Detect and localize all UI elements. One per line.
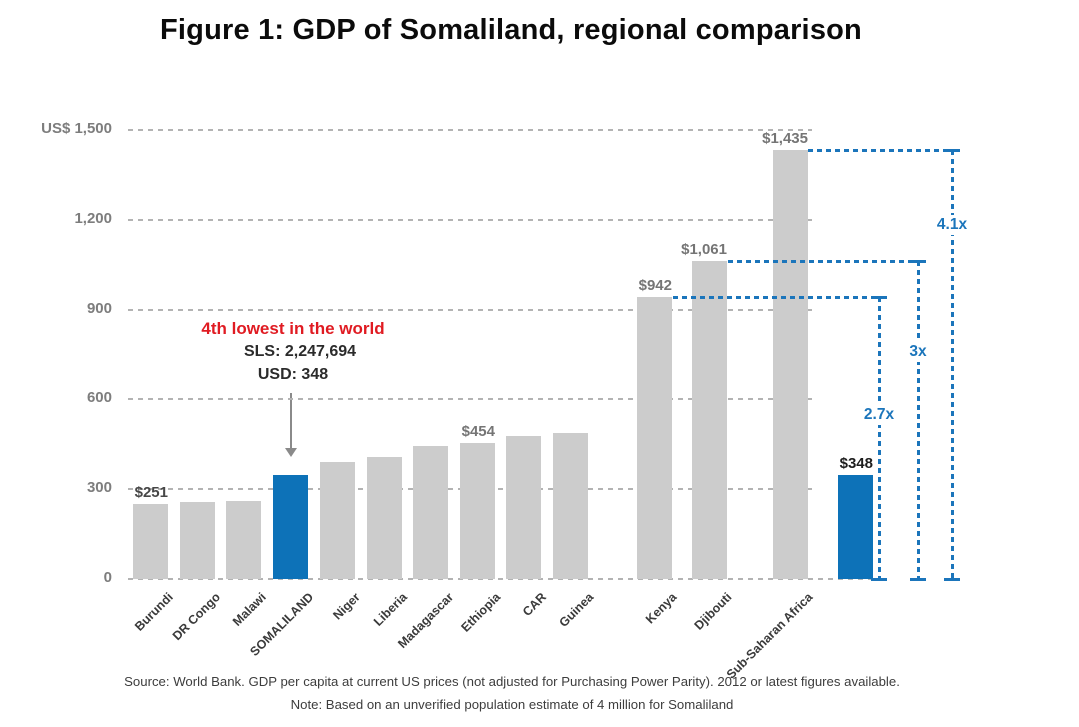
bar-car	[506, 435, 541, 579]
source-text: Source: World Bank. GDP per capita at cu…	[124, 674, 900, 689]
comparison-line-2-7x	[673, 296, 887, 300]
value-label--348: $348	[839, 454, 873, 472]
annotation-local-currency-value: SLS: 2,247,694	[243, 343, 357, 360]
annotation-usd-value: USD: 348	[257, 366, 329, 383]
bar-somaliland	[273, 474, 308, 579]
figure-title: Figure 1: GDP of Somaliland, regional co…	[160, 14, 862, 46]
x-axis-label-djibouti: Djibouti	[692, 590, 735, 633]
bar-ethiopia	[460, 443, 495, 579]
bar-somaliland-comparison	[838, 474, 873, 579]
comparison-cap-bottom-3x	[910, 578, 926, 581]
bar-sub-saharan-africa	[773, 149, 808, 579]
comparison-label-4-1x: 4.1x	[933, 215, 971, 235]
x-axis-label-niger: Niger	[330, 590, 363, 623]
y-axis-tick-900: 900	[86, 299, 112, 317]
gridline-1200	[128, 218, 812, 221]
x-axis-label-dr-congo: DR Congo	[169, 590, 223, 644]
bar-madagascar	[413, 446, 448, 579]
x-axis-label-malawi: Malawi	[230, 590, 269, 629]
x-axis-label-ethiopia: Ethiopia	[458, 590, 503, 635]
comparison-cap-top-2-7x	[871, 296, 887, 300]
value-label--942: $942	[638, 277, 672, 295]
bar-burundi	[133, 503, 168, 579]
gridline-900	[128, 308, 812, 311]
annotation-headline: 4th lowest in the world	[201, 319, 385, 338]
comparison-label-3x: 3x	[906, 342, 930, 362]
y-axis-tick-0: 0	[103, 569, 112, 586]
comparison-label-2-7x: 2.7x	[860, 405, 898, 425]
bar-niger	[320, 461, 355, 579]
bar-dr-congo	[180, 502, 215, 579]
note-text: Note: Based on an unverified population …	[290, 697, 734, 712]
bar-kenya	[637, 297, 672, 579]
value-label--1-061: $1,061	[681, 241, 727, 259]
x-axis-label-guinea: Guinea	[556, 590, 596, 630]
y-axis-tick-300: 300	[86, 479, 112, 497]
annotation-arrow-head	[285, 448, 297, 457]
bar-djibouti	[692, 261, 727, 579]
value-label--251: $251	[134, 483, 168, 501]
x-axis-label-kenya: Kenya	[643, 590, 680, 627]
comparison-drop-4-1x	[951, 149, 954, 579]
comparison-cap-top-4-1x	[944, 148, 960, 152]
bar-malawi	[226, 500, 261, 579]
comparison-drop-3x	[917, 261, 920, 579]
comparison-cap-top-3x	[910, 260, 926, 264]
y-axis-tick-1500: US$ 1,500	[41, 120, 112, 138]
value-label--1-435: $1,435	[762, 129, 808, 147]
value-label--454: $454	[461, 423, 495, 441]
x-axis-label-sub-saharan-africa: Sub-Saharan Africa	[724, 590, 816, 682]
gridline-1500	[128, 129, 812, 132]
bar-guinea	[553, 432, 588, 579]
gridline-600	[128, 398, 812, 401]
annotation-arrow-line	[290, 393, 292, 448]
gridline-0	[128, 578, 874, 580]
comparison-line-3x	[728, 260, 926, 264]
y-axis-tick-1200: 1,200	[74, 209, 112, 227]
comparison-cap-bottom-4-1x	[944, 578, 960, 581]
comparison-line-4-1x	[808, 148, 960, 152]
x-axis-label-car: CAR	[519, 590, 549, 620]
comparison-cap-bottom-2-7x	[871, 578, 887, 581]
bar-liberia	[367, 456, 402, 579]
x-axis-label-burundi: Burundi	[132, 590, 176, 634]
comparison-drop-2-7x	[878, 297, 881, 579]
x-axis-label-liberia: Liberia	[371, 590, 410, 629]
y-axis-tick-600: 600	[86, 389, 112, 407]
